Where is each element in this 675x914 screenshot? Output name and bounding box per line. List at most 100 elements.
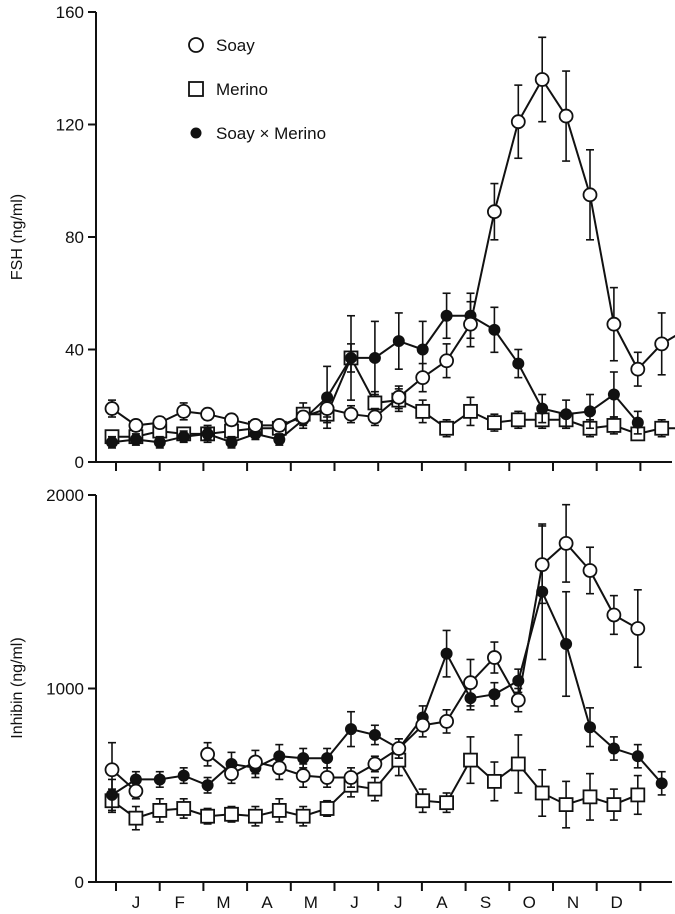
fsh-soay-x-merino-point — [129, 433, 142, 446]
fsh-soay-point — [463, 316, 478, 332]
fsh-y-tick-label: 160 — [56, 3, 84, 22]
fsh-soay-point — [534, 72, 550, 87]
month-label: A — [261, 893, 273, 912]
inhibin-soay-x-merino-point — [655, 777, 668, 790]
month-label: N — [567, 893, 579, 912]
fsh-soay-point — [104, 401, 120, 416]
fsh-soay-point — [582, 187, 598, 203]
fsh-y-axis-title: FSH (ng/ml) — [9, 194, 26, 280]
inhibin-soay-x-merino-point — [607, 742, 620, 755]
fsh-soay-point — [200, 406, 216, 422]
inhibin-soay-point — [486, 650, 502, 665]
inhibin-soay-x-merino-point — [631, 750, 644, 763]
fsh-soay-point — [224, 412, 239, 428]
fsh-series-soay — [104, 36, 675, 433]
inhibin-soay-x-merino-point — [368, 728, 381, 741]
fsh-soay-x-merino-point — [560, 408, 573, 421]
fsh-soay-point — [510, 114, 526, 130]
inhibin-series — [104, 503, 668, 831]
legend-item-soay: Soay — [188, 36, 255, 55]
month-label: J — [132, 893, 141, 912]
fsh-series — [104, 36, 675, 449]
legend-marker-soay — [188, 37, 204, 53]
inhibin-y-ticks: 0 1000 2000 — [46, 486, 96, 892]
inhibin-soay-x-merino-point — [345, 723, 357, 736]
legend-label-merino: Merino — [216, 80, 268, 99]
fsh-soay-point — [247, 418, 263, 433]
fsh-soay-point — [654, 336, 670, 352]
inhibin-soay-point — [128, 783, 144, 799]
inhibin-merino-point — [200, 808, 216, 824]
fsh-soay-point — [343, 406, 359, 422]
inhibin-soay-point — [534, 557, 550, 573]
inhibin-merino-point — [319, 801, 335, 816]
inhibin-soay-point — [415, 717, 431, 733]
inhibin-soay-point — [391, 741, 407, 756]
fsh-soay-x-merino-point — [631, 416, 644, 429]
inhibin-soay-point — [224, 766, 239, 782]
inhibin-merino-point — [534, 785, 550, 801]
inhibin-series-merino — [104, 734, 646, 831]
legend-marker-merino — [188, 81, 204, 97]
fsh-merino-point — [415, 403, 431, 419]
inhibin-merino-point — [439, 795, 455, 811]
inhibin-soay-point — [271, 760, 287, 776]
inhibin-merino-point — [510, 756, 526, 772]
inhibin-merino-point — [295, 808, 311, 824]
fsh-merino-point — [510, 412, 526, 428]
month-label: S — [480, 893, 491, 912]
fsh-merino-point — [654, 420, 670, 436]
fsh-soay-x-merino-point — [106, 436, 118, 449]
fsh-soay-point — [630, 361, 646, 377]
fsh-soay-point — [367, 409, 383, 425]
fsh-merino-point — [463, 403, 478, 419]
month-label: J — [394, 893, 403, 912]
inhibin-merino-point — [128, 810, 144, 826]
fsh-soay-x-merino-point — [440, 309, 453, 322]
inhibin-soay-x-merino-line — [111, 588, 663, 796]
inhibin-soay-x-merino-point — [177, 769, 190, 782]
inhibin-soay-x-merino-point — [201, 779, 214, 792]
month-label: A — [436, 893, 448, 912]
fsh-merino-point — [367, 395, 383, 411]
inhibin-merino-point — [247, 808, 263, 824]
fsh-soay-x-merino-point — [273, 433, 286, 446]
fsh-y-tick-label: 80 — [65, 228, 84, 247]
fsh-soay-x-merino-point — [536, 402, 549, 415]
fsh-soay-point — [439, 353, 455, 369]
inhibin-soay-point — [558, 535, 574, 551]
inhibin-merino-point — [486, 773, 502, 789]
inhibin-soay-x-merino-point — [297, 752, 310, 765]
fsh-soay-point — [319, 401, 335, 416]
month-label: F — [175, 893, 185, 912]
inhibin-y-tick-label: 1000 — [46, 680, 84, 699]
fsh-soay-x-merino-point — [512, 357, 525, 370]
fsh-soay-point — [271, 418, 287, 433]
legend-label-soay: Soay — [216, 36, 255, 55]
fsh-y-ticks: 0 40 80 120 160 — [56, 3, 96, 472]
inhibin-soay-point — [104, 762, 120, 778]
inhibin-y-tick-label: 0 — [75, 873, 84, 892]
inhibin-soay-point — [439, 713, 455, 729]
fsh-soay-x-merino-point — [345, 351, 357, 364]
month-label: M — [304, 893, 318, 912]
fsh-soay-point — [176, 403, 192, 419]
inhibin-soay-point — [630, 621, 646, 636]
inhibin-merino-point — [558, 797, 574, 812]
legend-label-soay-x-merino: Soay × Merino — [216, 124, 326, 143]
fsh-merino-point — [439, 420, 455, 436]
inhibin-soay-point — [582, 563, 598, 578]
inhibin-soay-point — [463, 675, 478, 691]
fsh-soay-point — [415, 370, 431, 386]
inhibin-merino-point — [582, 789, 598, 805]
month-label: D — [611, 893, 623, 912]
inhibin-series-soay-x-merino — [106, 523, 668, 812]
inhibin-soay-x-merino-point — [321, 752, 334, 765]
legend-item-merino: Merino — [188, 80, 268, 99]
fsh-soay-x-merino-point — [392, 335, 405, 348]
fsh-merino-point — [606, 418, 622, 433]
inhibin-soay-x-merino-point — [560, 637, 573, 650]
inhibin-merino-point — [271, 803, 287, 818]
